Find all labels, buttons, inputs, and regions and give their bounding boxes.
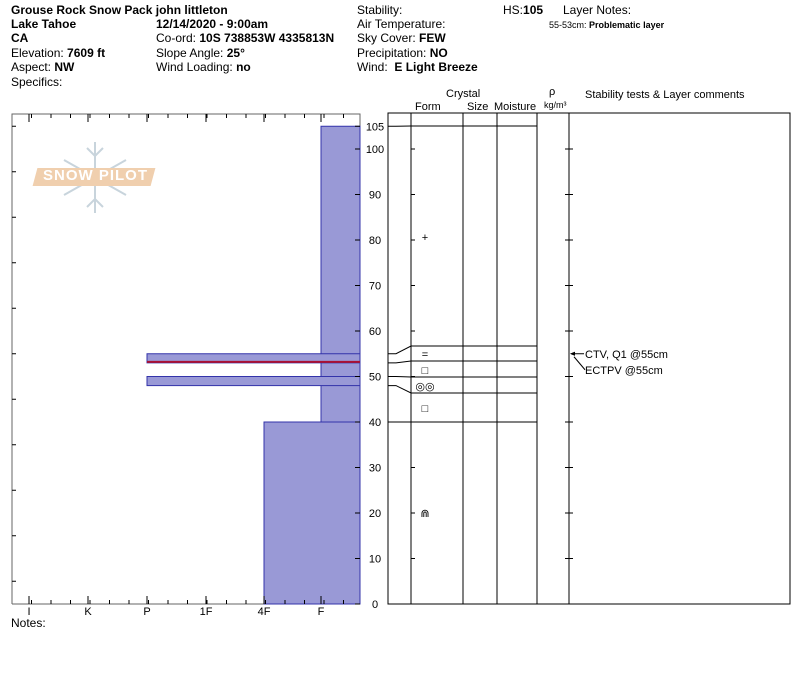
stability-test-pointer	[573, 356, 586, 371]
specifics: Specifics:	[11, 75, 63, 89]
col-density-unit: kg/m³	[544, 100, 567, 110]
state: CA	[11, 31, 29, 45]
stability-test-label: ECTPV @55cm	[585, 365, 663, 377]
hardness-tick-label: F	[318, 606, 325, 618]
profile-title: Grouse Rock Snow Pack john littleton	[11, 3, 228, 17]
col-size: Size	[467, 101, 489, 113]
datetime: 12/14/2020 - 9:00am	[156, 17, 269, 31]
slope-angle: Slope Angle: 25°	[156, 46, 245, 60]
layer-notes-label: Layer Notes:	[563, 3, 632, 17]
height-tick-label: 100	[366, 144, 384, 156]
wind-loading: Wind Loading: no	[156, 60, 251, 74]
grain-form-symbol: ◎◎	[415, 381, 434, 393]
pointer-arrow-icon	[570, 351, 575, 356]
layer-boundary	[388, 385, 537, 394]
col-crystal: Crystal	[446, 88, 481, 100]
hardness-tick-label: P	[143, 606, 150, 618]
stability: Stability:	[357, 3, 403, 17]
hardness-layer-bar	[263, 421, 361, 605]
snowpilot-logo: SNOW PILOT	[32, 140, 160, 215]
height-tick-label: 60	[369, 326, 381, 338]
col-comments: Stability tests & Layer comments	[585, 89, 745, 101]
hardness-layer-bar	[146, 376, 361, 387]
hardness-tick-label: 1F	[200, 606, 213, 618]
stability-test-label: CTV, Q1 @55cm	[585, 349, 668, 361]
aspect: Aspect: NW	[11, 60, 75, 74]
elevation: Elevation: 7609 ft	[11, 46, 106, 60]
location: Lake Tahoe	[11, 17, 77, 31]
precipitation: Precipitation: NO	[357, 46, 448, 60]
hardness-tick-label: 4F	[258, 606, 271, 618]
grain-form-symbol: =	[422, 349, 428, 361]
layer-note: 55-53cm: Problematic layer	[549, 20, 665, 30]
col-form: Form	[415, 101, 441, 113]
height-tick-label: 80	[369, 235, 381, 247]
height-tick-label: 10	[369, 554, 381, 566]
hardness-frame	[11, 113, 361, 605]
height-tick-label: 40	[369, 417, 381, 429]
height-tick-label: 50	[369, 372, 381, 384]
hardness-tick-label: K	[84, 606, 92, 618]
height-tick-label: 20	[369, 508, 381, 520]
height-tick-label: 90	[369, 190, 381, 202]
hs: HS:105	[503, 3, 544, 17]
notes-label: Notes:	[11, 616, 46, 630]
height-tick-label: 70	[369, 281, 381, 293]
layer-boundary	[388, 360, 537, 364]
height-tick-label: 0	[372, 599, 378, 611]
layer-boundary	[388, 376, 537, 378]
layer-boundary	[388, 345, 537, 355]
wind: Wind: E Light Breeze	[357, 60, 478, 74]
grain-form-symbol: ⋒	[420, 508, 429, 520]
air-temperature: Air Temperature:	[357, 17, 446, 31]
layer-table-frame	[387, 112, 791, 605]
coord: Co-ord: 10S 738853W 4335813N	[156, 31, 335, 45]
grain-form-symbol: □	[422, 403, 429, 415]
logo-text: SNOW PILOT	[43, 167, 148, 184]
grain-form-symbol: □	[422, 365, 429, 377]
grain-form-symbol: +	[422, 232, 428, 244]
hardness-tick-label: I	[27, 606, 30, 618]
sky-cover: Sky Cover: FEW	[357, 31, 446, 45]
height-tick-label: 105	[366, 121, 384, 133]
height-tick-label: 30	[369, 463, 381, 475]
col-moisture: Moisture	[494, 101, 537, 113]
col-rho: ρ	[549, 86, 556, 98]
